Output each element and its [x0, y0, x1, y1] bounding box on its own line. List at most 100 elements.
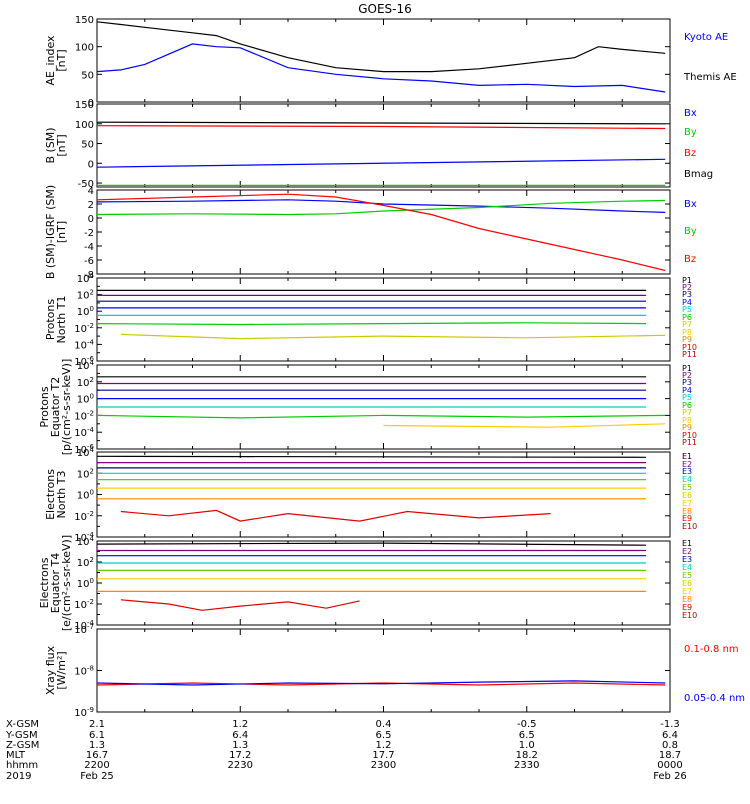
y-tick-label: 104 — [77, 535, 95, 548]
legend-entry: P11 — [682, 438, 697, 447]
y-axis-label: Equator T2 — [49, 377, 62, 437]
y-axis-label: AE_index — [44, 35, 57, 86]
y-axis-label: [nT] — [55, 221, 68, 243]
y-tick-label: 10-2 — [74, 322, 94, 335]
orbit-value: 0.4 — [376, 719, 392, 730]
series-line-bx — [96, 199, 666, 213]
legend-entry: P5 — [682, 305, 692, 314]
legend-entry: Kyoto AE — [684, 32, 728, 43]
legend-entry: E6 — [682, 491, 692, 500]
orbit-value: 18.2 — [516, 750, 538, 761]
plot-title: GOES-16 — [358, 2, 412, 16]
y-axis-label: Electrons — [38, 557, 51, 608]
y-axis-label: North T1 — [55, 296, 68, 344]
y-axis-label: B (SM)-IGRF (SM) — [44, 185, 57, 279]
y-tick-label: 102 — [77, 376, 94, 389]
series-line-bmag — [96, 121, 666, 125]
legend-entry: P1 — [682, 364, 692, 373]
orbit-row-label: MLT — [6, 750, 26, 761]
legend-entry: P4 — [682, 298, 692, 307]
y-tick-label: 104 — [77, 272, 95, 285]
legend-entry: E6 — [682, 579, 692, 588]
legend-entry: E10 — [682, 611, 697, 620]
y-axis-label: Protons — [38, 386, 51, 427]
legend-entry: P9 — [682, 423, 692, 432]
panel-frame — [96, 540, 671, 626]
series-line-p6 — [96, 414, 666, 419]
y-tick-label: 10-4 — [74, 619, 94, 632]
orbit-row-label: Y-GSM — [5, 730, 38, 741]
y-tick-label: 100 — [77, 393, 94, 406]
legend-entry: E7 — [682, 587, 692, 596]
legend-entry: 0.05-0.4 nm — [684, 693, 745, 704]
legend-entry: P4 — [682, 386, 692, 395]
y-tick-label: 104 — [77, 446, 95, 459]
y-axis-label: [W/m²] — [55, 651, 68, 689]
series-line-bz — [96, 193, 666, 272]
legend-entry: P2 — [682, 283, 692, 292]
legend-entry: P1 — [682, 276, 692, 285]
orbit-value: 6.5 — [519, 730, 535, 741]
legend-entry: E3 — [682, 467, 692, 476]
y-axis-label: North T3 — [55, 471, 68, 519]
orbit-value: 0000 — [657, 760, 682, 771]
legend-entry: Bx — [684, 199, 697, 210]
orbit-value: 2230 — [228, 760, 253, 771]
legend-entry: P3 — [682, 290, 692, 299]
y-axis-label: [nT] — [55, 134, 68, 156]
orbit-value: 16.7 — [86, 750, 108, 761]
orbit-value: 2.1 — [89, 719, 105, 730]
y-tick-label: -50 — [78, 179, 94, 190]
y-axis-label: Electrons — [44, 469, 57, 520]
y-axis-label: Xray flux — [44, 645, 57, 695]
panel-frame — [96, 103, 671, 188]
legend-entry: Bx — [684, 108, 697, 119]
y-tick-label: 10-9 — [74, 706, 94, 719]
legend-entry: E8 — [682, 595, 692, 604]
orbit-value: 1.2 — [376, 740, 392, 751]
orbit-value: 0.8 — [662, 740, 678, 751]
legend-entry: E10 — [682, 522, 697, 531]
legend-entry: P6 — [682, 313, 692, 322]
y-tick-label: -4 — [84, 242, 94, 253]
y-tick-label: 100 — [75, 43, 94, 54]
y-tick-label: 50 — [81, 140, 94, 151]
legend-entry: P8 — [682, 328, 692, 337]
legend-entry: E2 — [682, 547, 692, 556]
series-line-0-05-0-4-nm — [96, 680, 666, 686]
legend-entry: P10 — [682, 431, 697, 440]
y-axis-label: B (SM) — [44, 127, 57, 163]
legend-entry: 0.1-0.8 nm — [684, 644, 739, 655]
series-line-e1 — [96, 542, 647, 546]
y-tick-label: 100 — [77, 305, 94, 318]
legend-entry: E7 — [682, 499, 692, 508]
y-tick-label: 0 — [88, 159, 94, 170]
orbit-value: 2330 — [514, 760, 539, 771]
series-line-e1 — [96, 455, 647, 458]
series-line-p6 — [96, 322, 647, 326]
orbit-value: 18.7 — [659, 750, 681, 761]
legend-entry: E1 — [682, 539, 692, 548]
orbit-row-label: Z-GSM — [6, 740, 39, 751]
legend-entry: E1 — [682, 452, 692, 461]
legend-entry: P2 — [682, 371, 692, 380]
orbit-value: 1.2 — [232, 719, 248, 730]
y-tick-label: 100 — [75, 120, 94, 131]
y-tick-label: 4 — [88, 186, 94, 197]
legend-entry: E4 — [682, 563, 692, 572]
orbit-value: 2300 — [371, 760, 396, 771]
y-tick-label: 50 — [81, 70, 94, 81]
series-line-p7 — [383, 423, 666, 428]
y-axis-label: [p/(cm²-s-sr-keV)] — [60, 359, 73, 456]
y-tick-label: 102 — [77, 556, 94, 569]
y-tick-label: 10-7 — [74, 623, 94, 636]
panel-frame — [96, 628, 671, 713]
legend-entry: By — [684, 127, 697, 138]
y-tick-label: 2 — [88, 200, 94, 211]
panel-frame — [96, 451, 671, 538]
y-tick-label: 10-2 — [74, 409, 94, 422]
y-tick-label: 10-4 — [74, 426, 94, 439]
legend-entry: By — [684, 226, 697, 237]
y-tick-label: 100 — [77, 489, 94, 502]
